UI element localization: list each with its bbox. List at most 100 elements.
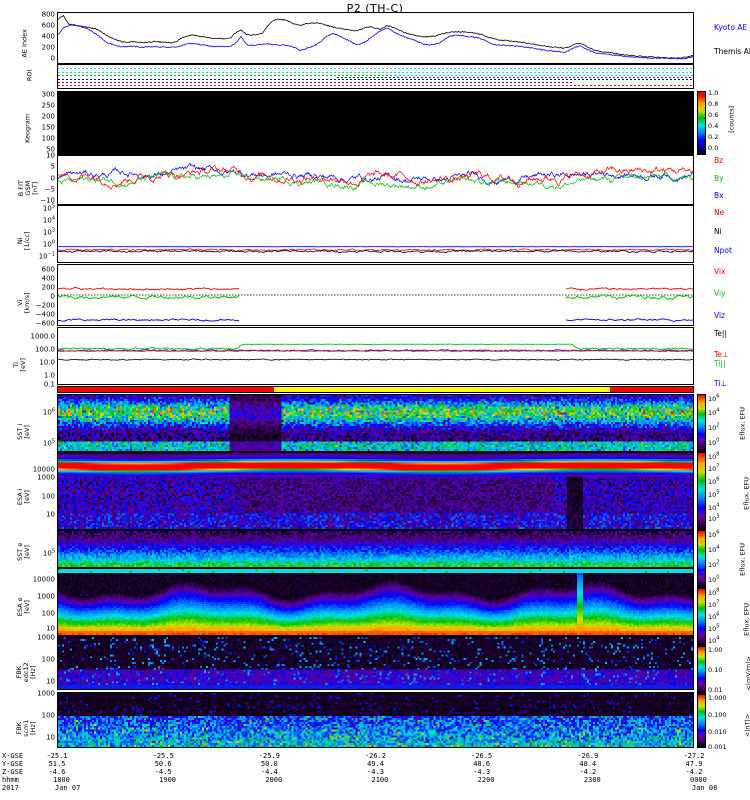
cblabel: 107 xyxy=(708,599,720,609)
axis-tick-value: 48.6 xyxy=(473,760,491,768)
ytick: 0.1 xyxy=(43,380,55,389)
ae-traces xyxy=(58,14,693,60)
axis-row-label-year: 2017 xyxy=(2,784,19,792)
axis-tick-value: -4.3 xyxy=(473,768,491,776)
ytick: 0 xyxy=(50,174,55,183)
panel-temperature xyxy=(57,327,694,385)
mode-status-bar xyxy=(57,386,694,393)
ylabel-keogram: Keogram xyxy=(23,113,32,143)
cbtitle-esa-ion: Eflux, EFU xyxy=(742,476,750,510)
cblabel: 103 xyxy=(708,513,720,523)
b-traces xyxy=(58,162,693,192)
ytick: 600 xyxy=(41,265,55,274)
cblabel: 107 xyxy=(708,463,720,473)
legend-te-perp: Te⊥ xyxy=(714,350,729,359)
ytick: 10 xyxy=(46,677,55,686)
cblabel: 0.001 xyxy=(708,742,727,751)
ytick: 10−1 xyxy=(38,251,55,261)
ylabel-sst-e: SST e [eV] xyxy=(16,542,31,561)
ytick: 1000 xyxy=(37,592,55,601)
axis-tick-value: -4.5 xyxy=(154,768,172,776)
legend-vix: Vix xyxy=(714,267,726,276)
panel-ae-index xyxy=(57,12,694,64)
ytick: 103 xyxy=(42,227,55,237)
ytick: 200 xyxy=(41,283,55,292)
axis-row-label-y: Y-GSE xyxy=(2,760,24,768)
ytick: 1000 xyxy=(37,633,55,642)
axis-tick-value: -25.1 xyxy=(46,752,68,760)
legend-te-par: Te|| xyxy=(714,329,727,338)
ytick: −400 xyxy=(35,310,55,319)
ytick: 10000 xyxy=(32,575,55,584)
ytick: 5 xyxy=(50,162,55,171)
axis-tick-value: 50.0 xyxy=(260,760,278,768)
cblabel: 104 xyxy=(708,407,720,417)
axis-tick-value: -26.5 xyxy=(471,752,493,760)
legend-viy: Viy xyxy=(714,289,726,298)
ytick: 105 xyxy=(42,203,55,213)
ytick: 100 xyxy=(42,239,55,249)
legend-bx: Bx xyxy=(714,191,724,200)
cbtitle-fbk-scm1: <|nT|> xyxy=(743,713,750,738)
axis-tick-value: 51.5 xyxy=(48,760,66,768)
ytick: 10.0 xyxy=(39,358,55,367)
mode-seg-slow1 xyxy=(58,387,274,392)
axis-tick-time: 0000 xyxy=(690,776,707,784)
page-title: P2 (TH-C) xyxy=(346,2,404,15)
ytick: 10 xyxy=(46,510,55,519)
ytick: 50 xyxy=(46,145,55,154)
panel-fbk-scm1 xyxy=(57,692,694,748)
roi-line-green xyxy=(58,75,395,76)
ytick: 200 xyxy=(41,112,55,121)
axis-tick-value: -4.6 xyxy=(48,768,66,776)
mode-seg-slow2 xyxy=(610,387,693,392)
axis-tick-value: -4.4 xyxy=(260,768,278,776)
ytick: 105 xyxy=(42,548,55,558)
panel-sst-ion xyxy=(57,394,694,452)
cblabel: 0.4 xyxy=(708,121,719,130)
axis-tick-value: 50.6 xyxy=(154,760,172,768)
ylabel-ni: Ni [1/cc] xyxy=(16,231,31,251)
axis-tick-value: -4.3 xyxy=(367,768,384,776)
ylabel-esa-e: ESA e [eV] xyxy=(16,597,31,617)
roi-line-cyan3 xyxy=(394,75,693,76)
cblabel: 0.100 xyxy=(708,710,727,719)
panel-sst-electron xyxy=(57,530,694,568)
roi-line-navy1 xyxy=(337,77,693,78)
legend-npot: Npot xyxy=(714,246,732,255)
colorbar-fbk-scm1 xyxy=(697,694,706,748)
cblabel: 108 xyxy=(708,451,720,461)
cblabel: 106 xyxy=(708,393,720,403)
ytick: 10 xyxy=(46,151,55,160)
cblabel: 0.010 xyxy=(708,727,727,736)
axis-tick-value: -4.2 xyxy=(579,768,597,776)
density-traces xyxy=(58,246,693,254)
cblabel: 100 xyxy=(708,437,720,447)
colorbar-sst-electron xyxy=(697,530,706,588)
ytick: 1000 xyxy=(37,473,55,482)
axis-tick-value: -25.9 xyxy=(258,752,280,760)
axis-tick-date: Jan 08 xyxy=(692,784,718,792)
cblabel: 105 xyxy=(708,623,720,633)
ytick: −5 xyxy=(44,185,55,194)
cblabel: 106 xyxy=(708,529,720,539)
panel-roi xyxy=(57,64,694,89)
ytick: 100.0 xyxy=(34,345,55,354)
ylabel-ti: Ti [eV] xyxy=(12,358,27,372)
axis-tick-value: 48.4 xyxy=(579,760,597,768)
ytick: 100 xyxy=(41,609,55,618)
axis-tick-time: 2300 xyxy=(583,776,601,784)
cblabel: 104 xyxy=(708,544,720,554)
cblabel: 1.000 xyxy=(708,693,727,702)
roi-line-red xyxy=(58,85,693,86)
cblabel: 0.10 xyxy=(708,665,723,674)
axis-tick-time: 2200 xyxy=(477,776,495,784)
ytick: 1000 xyxy=(37,689,55,698)
colorbar-esa-ion xyxy=(697,452,706,530)
axis-tick-date: Jan 07 xyxy=(55,784,81,792)
axis-tick-value: 47.9 xyxy=(685,760,703,768)
cblabel: 102 xyxy=(708,559,720,569)
temperature-traces xyxy=(58,343,693,361)
cblabel: 104 xyxy=(708,635,720,645)
